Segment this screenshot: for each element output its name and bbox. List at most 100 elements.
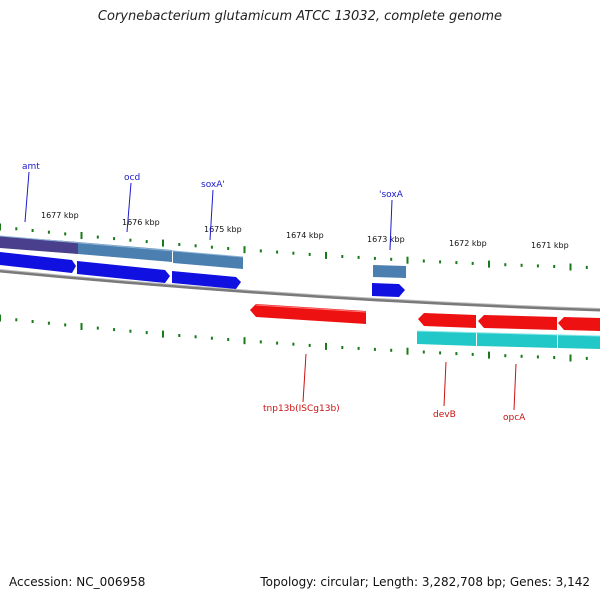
upper-scale-major-tick bbox=[325, 251, 327, 259]
lower-scale-minor-tick bbox=[520, 354, 523, 358]
kbp-label-1671: 1671 kbp bbox=[531, 241, 569, 250]
upper-scale-major-tick bbox=[0, 223, 1, 231]
upper-scale-minor-tick bbox=[210, 245, 213, 249]
lower-scale-major-tick bbox=[243, 337, 246, 345]
lower-scale-major-tick bbox=[0, 314, 1, 322]
gene-label-devB[interactable]: devB bbox=[433, 410, 456, 420]
lower-scale-minor-tick bbox=[390, 348, 393, 352]
kbp-label-1677: 1677 kbp bbox=[41, 211, 79, 220]
blue-gene-arrows bbox=[0, 252, 405, 297]
gene-arrow-next[interactable] bbox=[558, 317, 600, 331]
gene-label-amt[interactable]: amt bbox=[22, 162, 40, 172]
leader-opcA bbox=[513, 363, 517, 411]
genome-backbone bbox=[0, 269, 600, 312]
upper-scale-minor-tick bbox=[96, 235, 99, 239]
gene-arrow-soxA[interactable] bbox=[372, 283, 405, 297]
lower-scale-minor-tick bbox=[194, 335, 197, 339]
upper-scale-minor-tick bbox=[553, 265, 556, 268]
upper-scale-major-tick bbox=[162, 239, 164, 247]
upper-scale-minor-tick bbox=[194, 244, 197, 248]
lower-scale-minor-tick bbox=[96, 326, 99, 330]
upper-scale-minor-tick bbox=[31, 229, 34, 232]
upper-scale-major-tick bbox=[80, 232, 83, 239]
gene-arrow-devB[interactable] bbox=[418, 313, 476, 328]
gene-bar-amt[interactable] bbox=[0, 236, 78, 254]
upper-scale-minor-tick bbox=[357, 255, 360, 259]
upper-scale-minor-tick bbox=[471, 261, 474, 265]
lower-scale-minor-tick bbox=[308, 343, 311, 347]
lower-scale-major-tick bbox=[80, 323, 83, 330]
upper-scale-minor-tick bbox=[520, 263, 523, 267]
upper-scale-major-tick bbox=[488, 260, 490, 268]
gene-arrow-ocd[interactable] bbox=[77, 261, 170, 283]
topology-text: Topology: circular; Length: 3,282,708 bp… bbox=[260, 575, 590, 589]
upper-scale-major-tick bbox=[406, 256, 409, 264]
leader-devB bbox=[443, 361, 447, 407]
gene-bar-ocd[interactable] bbox=[78, 242, 172, 262]
gene-label-ocd[interactable]: ocd bbox=[124, 173, 140, 183]
lower-scale-minor-tick bbox=[585, 356, 588, 360]
lower-scale-major-tick bbox=[488, 351, 490, 359]
gene-arrow-opcA[interactable] bbox=[478, 315, 557, 330]
upper-scale-minor-tick bbox=[390, 257, 393, 261]
lower-scale-minor-tick bbox=[471, 352, 474, 356]
upper-scale-major-tick bbox=[569, 263, 572, 271]
upper-scale-minor-tick bbox=[341, 255, 344, 258]
gene-bar-opcA[interactable] bbox=[477, 333, 557, 348]
lower-scale-minor-tick bbox=[31, 320, 34, 323]
lower-scale-minor-tick bbox=[259, 340, 262, 344]
gene-bar-soxA[interactable] bbox=[373, 265, 406, 278]
lower-scale-minor-tick bbox=[422, 350, 425, 354]
upper-gene-track bbox=[0, 235, 406, 278]
lower-scale-minor-tick bbox=[276, 341, 279, 345]
gene-bar-next[interactable] bbox=[558, 335, 600, 349]
upper-scale-minor-tick bbox=[585, 265, 588, 269]
lower-scale-minor-tick bbox=[292, 342, 295, 346]
upper-scale-minor-tick bbox=[15, 227, 18, 231]
upper-scale-minor-tick bbox=[455, 261, 458, 265]
upper-scale-minor-tick bbox=[439, 260, 442, 264]
leader-soxA bbox=[389, 199, 393, 251]
gene-arrow-soxA-prime[interactable] bbox=[172, 271, 241, 289]
lower-scale-minor-tick bbox=[341, 346, 344, 349]
lower-scale-ticks bbox=[0, 314, 588, 362]
lower-scale-minor-tick bbox=[357, 346, 360, 350]
upper-scale-minor-tick bbox=[129, 238, 132, 242]
upper-scale-minor-tick bbox=[276, 250, 279, 254]
gene-label-opcA[interactable]: opcA bbox=[503, 413, 526, 423]
kbp-label-1675: 1675 kbp bbox=[204, 225, 242, 234]
gene-label-soxA[interactable]: 'soxA bbox=[379, 190, 404, 200]
gene-arrow-tnp13b[interactable] bbox=[250, 304, 366, 324]
lower-scale-minor-tick bbox=[178, 334, 181, 337]
kbp-label-1673: 1673 kbp bbox=[367, 235, 405, 244]
kbp-label-1674: 1674 kbp bbox=[286, 231, 324, 240]
kbp-label-1672: 1672 kbp bbox=[449, 239, 487, 248]
lower-scale-minor-tick bbox=[439, 351, 442, 355]
upper-scale-minor-tick bbox=[373, 256, 376, 260]
lower-scale-major-tick bbox=[569, 354, 572, 362]
upper-scale-minor-tick bbox=[47, 230, 50, 234]
lower-scale-major-tick bbox=[162, 330, 164, 338]
upper-scale-minor-tick bbox=[504, 263, 507, 267]
lower-scale-minor-tick bbox=[15, 318, 18, 322]
page-title: Corynebacterium glutamicum ATCC 13032, c… bbox=[97, 9, 503, 24]
lower-scale-minor-tick bbox=[210, 336, 213, 340]
lower-scale-major-tick bbox=[325, 342, 327, 350]
bottom-gene-labels: tnp13b(ISCg13b) devB opcA bbox=[263, 353, 526, 423]
lower-scale-minor-tick bbox=[227, 338, 230, 341]
lower-scale-minor-tick bbox=[536, 355, 539, 359]
kbp-label-1676: 1676 kbp bbox=[122, 218, 160, 227]
gene-label-tnp13b[interactable]: tnp13b(ISCg13b) bbox=[263, 404, 340, 414]
cyan-gene-track bbox=[416, 330, 600, 349]
lower-scale-minor-tick bbox=[504, 354, 507, 358]
accession-text: Accession: NC_006958 bbox=[9, 575, 146, 589]
lower-scale-minor-tick bbox=[145, 331, 148, 335]
upper-scale-minor-tick bbox=[308, 252, 311, 256]
gene-arrow-amt[interactable] bbox=[0, 252, 76, 273]
gene-bar-devB[interactable] bbox=[417, 331, 476, 346]
gene-label-soxA-prime[interactable]: soxA' bbox=[201, 180, 225, 190]
upper-scale-minor-tick bbox=[259, 249, 262, 253]
lower-scale-minor-tick bbox=[455, 352, 458, 356]
